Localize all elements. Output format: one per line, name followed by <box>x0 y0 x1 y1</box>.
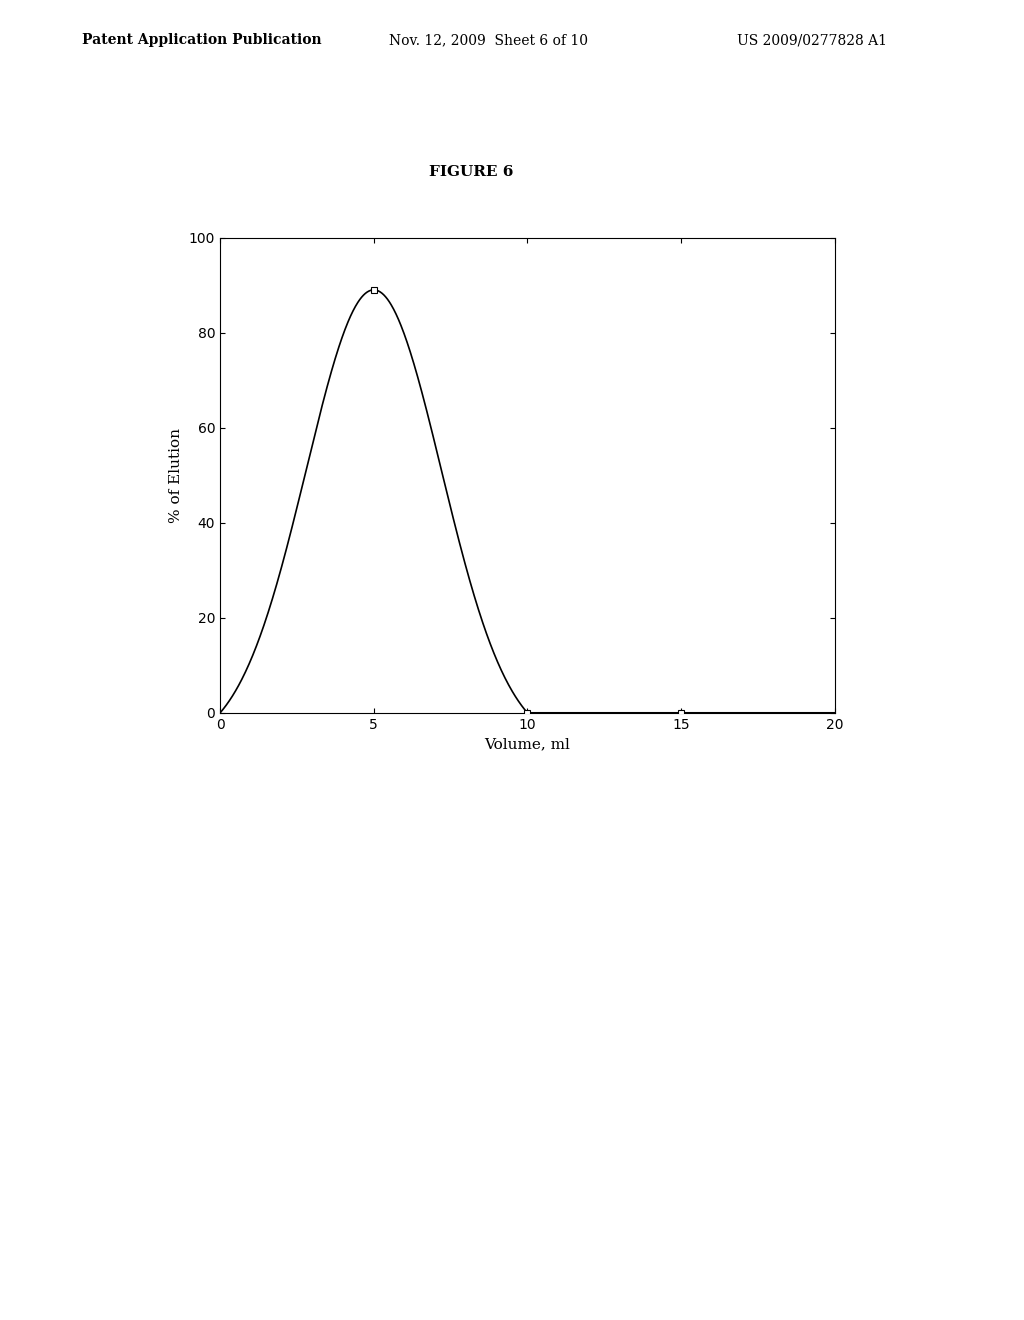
X-axis label: Volume, ml: Volume, ml <box>484 737 570 751</box>
Text: FIGURE 6: FIGURE 6 <box>429 165 513 180</box>
Y-axis label: % of Elution: % of Elution <box>169 428 183 523</box>
Text: Nov. 12, 2009  Sheet 6 of 10: Nov. 12, 2009 Sheet 6 of 10 <box>389 33 588 48</box>
Text: Patent Application Publication: Patent Application Publication <box>82 33 322 48</box>
Text: US 2009/0277828 A1: US 2009/0277828 A1 <box>737 33 887 48</box>
